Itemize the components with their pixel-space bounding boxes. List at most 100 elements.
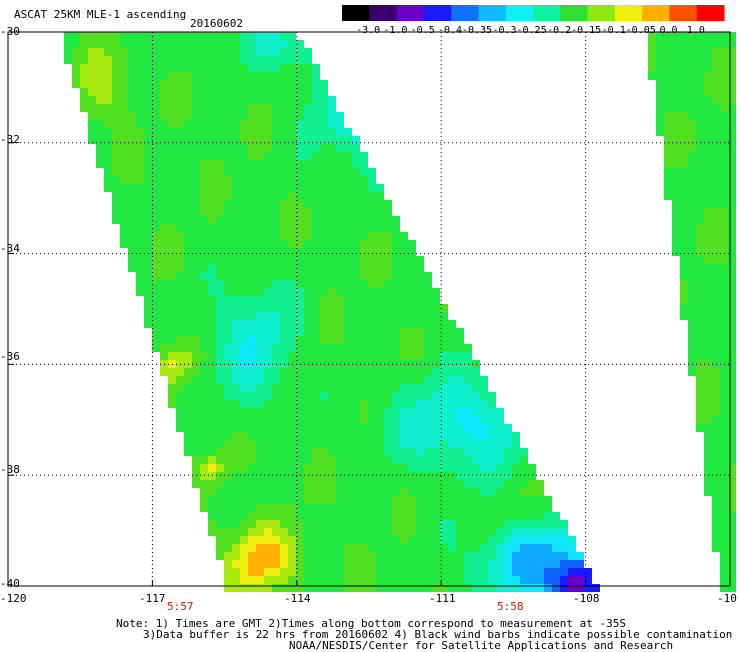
swath-cell xyxy=(136,144,144,152)
swath-cell xyxy=(232,120,240,128)
swath-cell xyxy=(392,576,400,584)
swath-cell xyxy=(320,264,328,272)
swath-cell xyxy=(272,560,280,568)
swath-cell xyxy=(192,144,200,152)
swath-cell xyxy=(320,240,328,248)
swath-cell xyxy=(352,384,360,392)
swath-cell xyxy=(728,144,736,152)
swath-cell xyxy=(480,480,488,488)
swath-cell xyxy=(680,40,688,48)
swath-cell xyxy=(408,376,416,384)
swath-cell xyxy=(312,440,320,448)
swath-cell xyxy=(696,296,704,304)
swath-cell xyxy=(680,168,688,176)
swath-cell xyxy=(168,192,176,200)
swath-cell xyxy=(248,312,256,320)
swath-cell xyxy=(288,432,296,440)
swath-cell xyxy=(264,64,272,72)
swath-cell xyxy=(336,336,344,344)
swath-cell xyxy=(352,488,360,496)
swath-cell xyxy=(448,440,456,448)
swath-cell xyxy=(288,152,296,160)
swath-cell xyxy=(696,416,704,424)
swath-cell xyxy=(328,144,336,152)
swath-cell xyxy=(408,448,416,456)
swath-cell xyxy=(456,424,464,432)
swath-cell xyxy=(304,80,312,88)
swath-cell xyxy=(136,64,144,72)
swath-cell xyxy=(240,208,248,216)
swath-cell xyxy=(312,184,320,192)
swath-cell xyxy=(264,176,272,184)
swath-cell xyxy=(200,312,208,320)
swath-cell xyxy=(696,256,704,264)
swath-cell xyxy=(264,368,272,376)
swath-cell xyxy=(232,496,240,504)
swath-cell xyxy=(192,472,200,480)
swath-cell xyxy=(320,280,328,288)
swath-cell xyxy=(168,104,176,112)
swath-cell xyxy=(376,408,384,416)
swath-cell xyxy=(576,560,584,568)
map-date: 20160602 xyxy=(190,17,243,30)
swath-cell xyxy=(272,296,280,304)
swath-cell xyxy=(272,168,280,176)
swath-cell xyxy=(256,488,264,496)
swath-cell xyxy=(528,472,536,480)
swath-cell xyxy=(224,432,232,440)
swath-cell xyxy=(688,296,696,304)
swath-cell xyxy=(368,520,376,528)
swath-cell xyxy=(248,408,256,416)
swath-cell xyxy=(376,288,384,296)
swath-cell xyxy=(480,552,488,560)
swath-cell xyxy=(440,504,448,512)
swath-cell xyxy=(288,568,296,576)
swath-cell xyxy=(296,200,304,208)
swath-cell xyxy=(320,152,328,160)
swath-cell xyxy=(328,440,336,448)
swath-cell xyxy=(104,112,112,120)
swath-cell xyxy=(280,208,288,216)
swath-cell xyxy=(528,504,536,512)
swath-cell xyxy=(208,528,216,536)
swath-cell xyxy=(328,480,336,488)
swath-cell xyxy=(688,64,696,72)
swath-cell xyxy=(264,40,272,48)
swath-cell xyxy=(240,32,248,40)
swath-cell xyxy=(424,384,432,392)
swath-cell xyxy=(464,448,472,456)
swath-cell xyxy=(368,248,376,256)
swath-cell xyxy=(720,168,728,176)
swath-cell xyxy=(320,528,328,536)
swath-cell xyxy=(376,368,384,376)
swath-cell xyxy=(200,480,208,488)
swath-cell xyxy=(200,256,208,264)
swath-cell xyxy=(288,128,296,136)
swath-cell xyxy=(320,304,328,312)
swath-cell xyxy=(216,400,224,408)
swath-cell xyxy=(512,472,520,480)
swath-cell xyxy=(248,40,256,48)
swath-cell xyxy=(368,216,376,224)
swath-cell xyxy=(728,440,736,448)
swath-cell xyxy=(384,480,392,488)
swath-cell xyxy=(712,296,720,304)
swath-cell xyxy=(184,176,192,184)
swath-cell xyxy=(328,384,336,392)
swath-cell xyxy=(192,256,200,264)
swath-cell xyxy=(184,384,192,392)
swath-cell xyxy=(464,408,472,416)
swath-cell xyxy=(720,312,728,320)
swath-cell xyxy=(136,32,144,40)
swath-cell xyxy=(240,400,248,408)
swath-cell xyxy=(280,72,288,80)
swath-cell xyxy=(296,424,304,432)
swath-cell xyxy=(416,392,424,400)
swath-cell xyxy=(248,176,256,184)
swath-cell xyxy=(544,520,552,528)
swath-cell xyxy=(704,392,712,400)
swath-cell xyxy=(352,328,360,336)
swath-cell xyxy=(512,496,520,504)
swath-cell xyxy=(160,144,168,152)
swath-cell xyxy=(728,112,736,120)
